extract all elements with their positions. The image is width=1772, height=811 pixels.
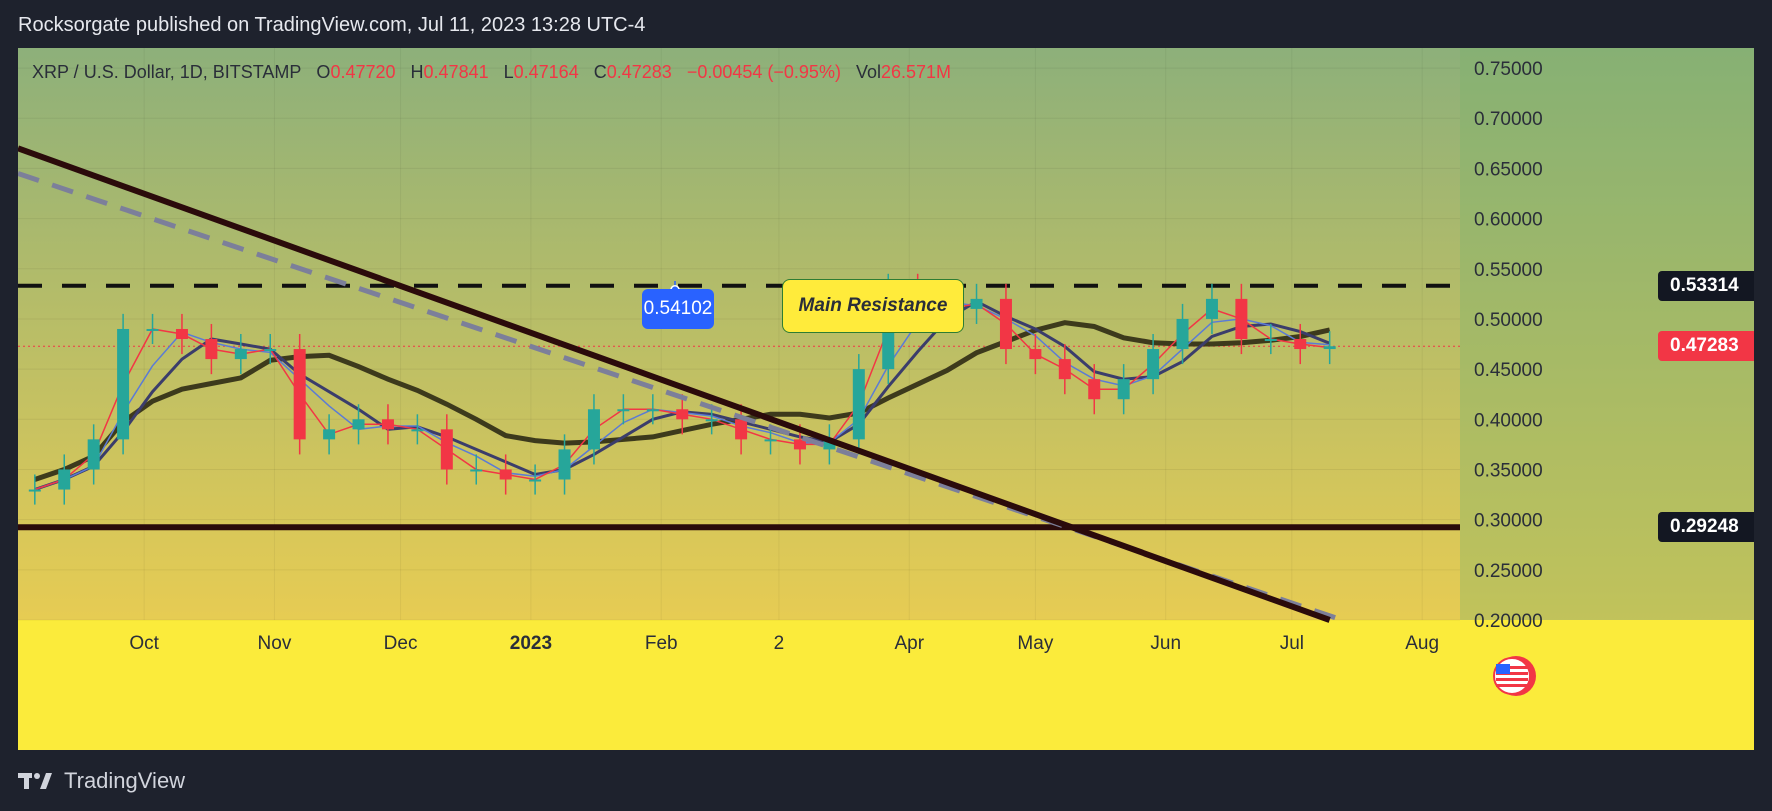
candle-body[interactable] <box>852 369 865 440</box>
candle-body[interactable] <box>87 439 100 470</box>
candle-body[interactable] <box>440 429 453 470</box>
change-value: −0.00454 (−0.95%) <box>686 62 841 82</box>
y-tick-label: 0.65000 <box>1474 159 1543 180</box>
candle-body[interactable] <box>823 439 836 450</box>
y-tick-label: 0.35000 <box>1474 460 1543 481</box>
main-trendline[interactable] <box>18 145 1331 623</box>
candle-body[interactable] <box>234 349 247 360</box>
symbol-legend: XRP / U.S. Dollar, 1D, BITSTAMP O0.47720… <box>32 62 951 83</box>
candle-body[interactable] <box>970 298 983 309</box>
volume-label: Vol <box>855 62 881 82</box>
last-price-tag: 0.47283 <box>1658 331 1754 362</box>
symbol-name[interactable]: XRP / U.S. Dollar, 1D, BITSTAMP <box>32 62 302 82</box>
price-chart[interactable]: 0.75000 0.70000 0.65000 0.60000 0.55000 0.500… <box>18 48 1754 750</box>
candle-body[interactable] <box>1117 379 1130 400</box>
y-tick-label: 0.50000 <box>1474 310 1543 331</box>
us-flag-canton <box>1496 664 1510 674</box>
y-tick-label: 0.30000 <box>1474 511 1543 532</box>
close-value: 0.47283 <box>606 62 672 82</box>
y-tick-label: 0.45000 <box>1474 360 1543 381</box>
candle-body[interactable] <box>352 419 365 430</box>
y-tick-label: 0.20000 <box>1474 611 1543 632</box>
main-resistance-callout[interactable]: Main Resistance <box>782 279 964 333</box>
resistance-price-tag: 0.53314 <box>1658 270 1754 301</box>
candle-body[interactable] <box>58 469 71 490</box>
candle-body[interactable] <box>558 449 571 480</box>
y-tick-label: 0.70000 <box>1474 109 1543 130</box>
x-tick-label: Nov <box>258 633 292 654</box>
candle-body[interactable] <box>1205 298 1218 319</box>
open-label: O <box>316 62 331 82</box>
candle-body[interactable] <box>381 419 394 430</box>
x-tick-label: Jul <box>1280 633 1304 654</box>
y-tick-label: 0.55000 <box>1474 260 1543 281</box>
x-tick-label: Aug <box>1405 633 1439 654</box>
candle-body[interactable] <box>146 328 159 331</box>
candle-body[interactable] <box>999 298 1012 350</box>
x-tick-label: Dec <box>384 633 418 654</box>
y-tick-label: 0.75000 <box>1474 59 1543 80</box>
tradingview-brand: TradingView <box>64 768 186 793</box>
us-flag-icon <box>1493 657 1531 695</box>
us-flag-stripe <box>1496 672 1528 675</box>
candle-body[interactable] <box>470 469 483 472</box>
candle-body[interactable] <box>175 328 188 340</box>
us-flag-stripe <box>1496 678 1528 681</box>
low-label: L <box>503 62 514 82</box>
candle-body[interactable] <box>1264 339 1277 342</box>
candle-body[interactable] <box>411 429 424 432</box>
x-tick-label: Jun <box>1150 633 1181 654</box>
price-callout[interactable]: 0.54102 <box>642 289 714 329</box>
candle-body[interactable] <box>264 349 277 352</box>
candle-body[interactable] <box>705 419 718 422</box>
support-price-tag: 0.29248 <box>1658 512 1754 543</box>
x-tick-label: 2 <box>774 633 785 654</box>
candle-body[interactable] <box>1235 298 1248 340</box>
time-axis-panel[interactable] <box>18 620 1754 750</box>
x-tick-label: May <box>1017 633 1053 654</box>
candle-body[interactable] <box>676 409 689 420</box>
candle-body[interactable] <box>205 339 218 360</box>
y-tick-label: 0.25000 <box>1474 561 1543 582</box>
candle-body[interactable] <box>1088 379 1101 400</box>
candle-body[interactable] <box>1058 359 1071 380</box>
candle-body[interactable] <box>617 409 630 412</box>
low-value: 0.47164 <box>513 62 579 82</box>
candle-body[interactable] <box>646 409 659 412</box>
us-flag-stripe <box>1496 666 1528 669</box>
candle-body[interactable] <box>1029 349 1042 360</box>
candle-body[interactable] <box>735 419 748 440</box>
tradingview-logo[interactable]: TradingView <box>18 768 185 794</box>
candle-body[interactable] <box>323 429 336 440</box>
candle-body[interactable] <box>28 489 41 492</box>
candle-body[interactable] <box>117 328 130 440</box>
x-tick-label: 2023 <box>510 633 552 654</box>
candle-body[interactable] <box>587 409 600 450</box>
y-tick-label: 0.60000 <box>1474 210 1543 231</box>
candle-body[interactable] <box>793 439 806 450</box>
tradingview-logo-icon <box>18 773 52 789</box>
x-tick-label: Apr <box>894 633 924 654</box>
candle-body[interactable] <box>293 349 306 440</box>
high-value: 0.47841 <box>423 62 489 82</box>
candle-body[interactable] <box>499 469 512 480</box>
candle-body[interactable] <box>764 439 777 442</box>
x-tick-label: Feb <box>645 633 678 654</box>
candle-body[interactable] <box>1323 346 1336 350</box>
volume-value: 26.571M <box>881 62 952 82</box>
chart-frame[interactable]: 0.75000 0.70000 0.65000 0.60000 0.55000 0.500… <box>18 48 1754 750</box>
x-tick-label: Oct <box>129 633 159 654</box>
candle-body[interactable] <box>529 479 542 482</box>
open-value: 0.47720 <box>330 62 396 82</box>
publication-header: Rocksorgate published on TradingView.com… <box>18 14 646 36</box>
us-flag-stripe <box>1496 684 1528 687</box>
y-tick-label: 0.40000 <box>1474 410 1543 431</box>
candle-body[interactable] <box>1147 349 1160 380</box>
candle-body[interactable] <box>1294 339 1307 350</box>
close-label: C <box>593 62 607 82</box>
candle-body[interactable] <box>1176 318 1189 350</box>
high-label: H <box>410 62 424 82</box>
